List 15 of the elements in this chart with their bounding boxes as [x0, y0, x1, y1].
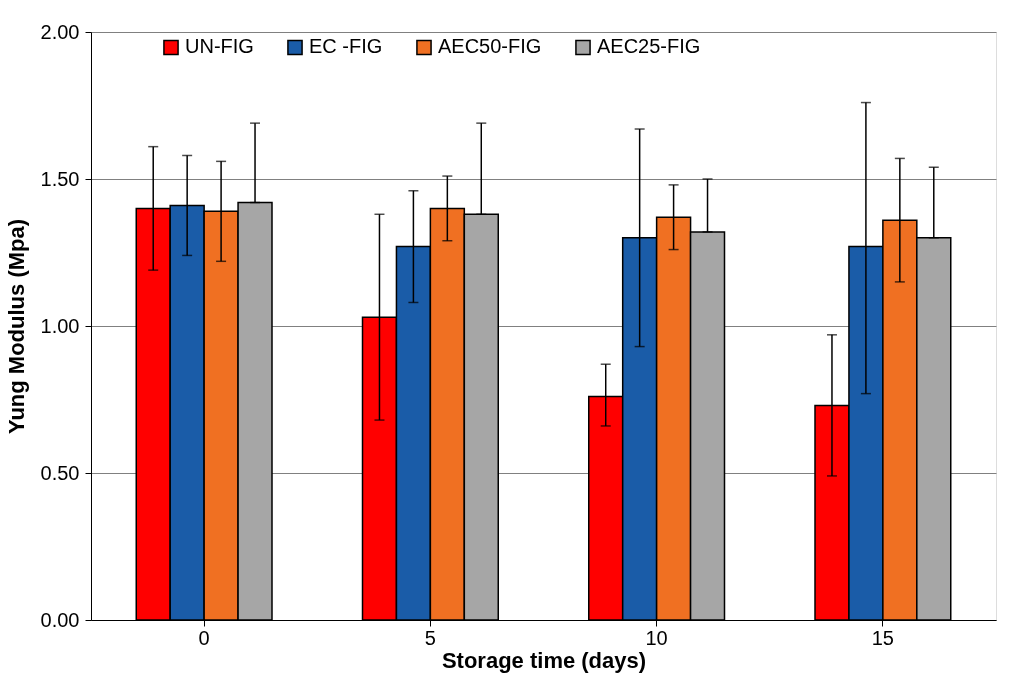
y-axis-title: Yung Modulus (Mpa)	[3, 218, 29, 435]
y-tick-label: 1.00	[40, 314, 80, 337]
x-tick-label: 15	[871, 626, 894, 649]
x-tick-label: 10	[645, 626, 668, 649]
legend-label: EC -FIG	[309, 35, 383, 58]
x-tick-label: 0	[198, 626, 210, 649]
y-tick-label: 0.00	[40, 608, 80, 631]
y-tick-label: 2.00	[40, 20, 80, 43]
y-tick-label: 0.50	[40, 461, 80, 484]
legend-label: AEC25-FIG	[597, 35, 701, 58]
legend-label: UN-FIG	[185, 35, 254, 58]
y-tick-label: 1.50	[40, 167, 80, 190]
x-axis-title: Storage time (days)	[441, 647, 647, 673]
x-tick-label: 5	[424, 626, 436, 649]
legend-label: AEC50-FIG	[438, 35, 542, 58]
